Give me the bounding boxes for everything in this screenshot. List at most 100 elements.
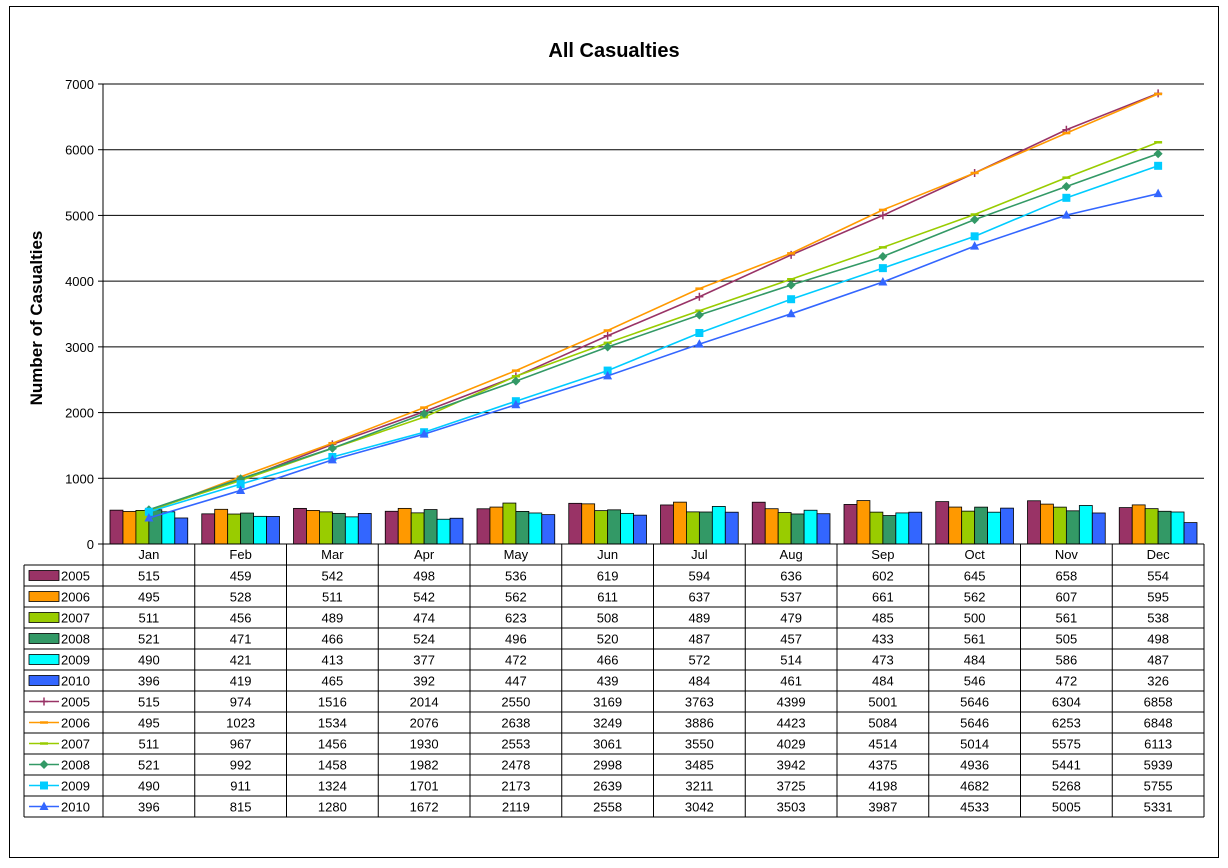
table-cell: 2550 (501, 695, 530, 710)
table-cell: 6304 (1052, 695, 1081, 710)
bar (1053, 506, 1067, 545)
series-line (148, 93, 1159, 513)
point-marker (603, 331, 612, 340)
legend-label: 2009 (61, 779, 90, 794)
point-marker (40, 781, 48, 790)
point-marker (511, 376, 521, 386)
table-cell: 572 (689, 653, 711, 668)
bar (161, 511, 176, 545)
x-tick-label: Oct (965, 547, 986, 562)
table-cell: 487 (1147, 653, 1169, 668)
table-cell: 4375 (868, 758, 897, 773)
table-cell: 520 (597, 632, 619, 647)
bar (568, 502, 583, 545)
bar (974, 506, 988, 545)
table-cell: 2998 (593, 758, 622, 773)
legend-label: 2006 (61, 590, 90, 605)
table-cell: 392 (413, 674, 435, 689)
table-cell: 495 (138, 716, 160, 731)
legend-key (28, 675, 60, 686)
table-cell: 3763 (685, 695, 714, 710)
table-cell: 542 (322, 569, 344, 584)
table-cell: 637 (689, 590, 711, 605)
point-marker (1061, 181, 1071, 191)
point-marker (603, 342, 613, 352)
table-cell: 4029 (777, 737, 806, 752)
point-marker (40, 697, 48, 706)
bar (331, 512, 346, 545)
table-cell: 561 (964, 632, 986, 647)
point-marker (695, 328, 704, 337)
point-marker (970, 232, 979, 241)
bar (948, 506, 963, 545)
table-cell: 419 (230, 674, 252, 689)
series-line (148, 165, 1159, 513)
table-cell: 658 (1056, 569, 1078, 584)
table-cell: 3550 (685, 737, 714, 752)
bar (528, 512, 543, 545)
x-tick-label: Dec (1147, 547, 1171, 562)
table-cell: 595 (1147, 590, 1169, 605)
bar (397, 507, 412, 545)
table-cell: 447 (505, 674, 527, 689)
bar (122, 511, 137, 545)
table-cell: 5646 (960, 716, 989, 731)
point-marker (786, 280, 796, 290)
bar (633, 514, 647, 545)
table-cell: 515 (138, 569, 160, 584)
table-cell: 490 (138, 653, 160, 668)
table-cell: 377 (413, 653, 435, 668)
point-marker (695, 292, 704, 301)
point-marker (970, 215, 980, 225)
table-cell: 6253 (1052, 716, 1081, 731)
bar (724, 511, 739, 545)
table-cell: 479 (780, 611, 802, 626)
table-cell: 542 (413, 590, 435, 605)
table-cell: 2478 (501, 758, 530, 773)
table-cell: 3987 (868, 800, 897, 815)
table-cell: 6848 (1144, 716, 1173, 731)
bar (869, 511, 884, 545)
table-cell: 4533 (960, 800, 989, 815)
table-cell: 1324 (318, 779, 347, 794)
table-cell: 1280 (318, 800, 347, 815)
bar (449, 517, 464, 545)
x-tick-label: May (504, 547, 529, 562)
bar (686, 511, 700, 545)
table-cell: 992 (230, 758, 252, 773)
bar (515, 511, 530, 545)
point-marker (878, 264, 887, 273)
bar (961, 510, 976, 545)
table-cell: 490 (138, 779, 160, 794)
table-cell: 498 (413, 569, 435, 584)
table-cell: 4198 (868, 779, 897, 794)
bar (293, 507, 307, 545)
legend-key (28, 570, 60, 581)
point-marker (144, 507, 153, 516)
series-line (148, 152, 1159, 511)
x-tick-label: Nov (1055, 547, 1079, 562)
table-cell: 2638 (501, 716, 530, 731)
bar (489, 506, 504, 545)
bar (935, 501, 950, 545)
table-cell: 536 (505, 569, 527, 584)
table-cell: 466 (597, 653, 619, 668)
table-cell: 5575 (1052, 737, 1081, 752)
legend-label: 2005 (61, 569, 90, 584)
table-cell: 508 (597, 611, 619, 626)
point-marker (787, 295, 796, 304)
bar (987, 511, 1001, 545)
bar (856, 500, 871, 545)
table-cell: 1456 (318, 737, 347, 752)
table-cell: 473 (872, 653, 894, 668)
bar (764, 508, 779, 545)
bar (1040, 503, 1054, 545)
table-cell: 3169 (593, 695, 622, 710)
point-marker (511, 399, 521, 409)
bar (214, 508, 229, 545)
point-marker (786, 308, 796, 318)
bar (109, 509, 124, 545)
point-marker (1154, 161, 1163, 170)
table-cell: 1516 (318, 695, 347, 710)
